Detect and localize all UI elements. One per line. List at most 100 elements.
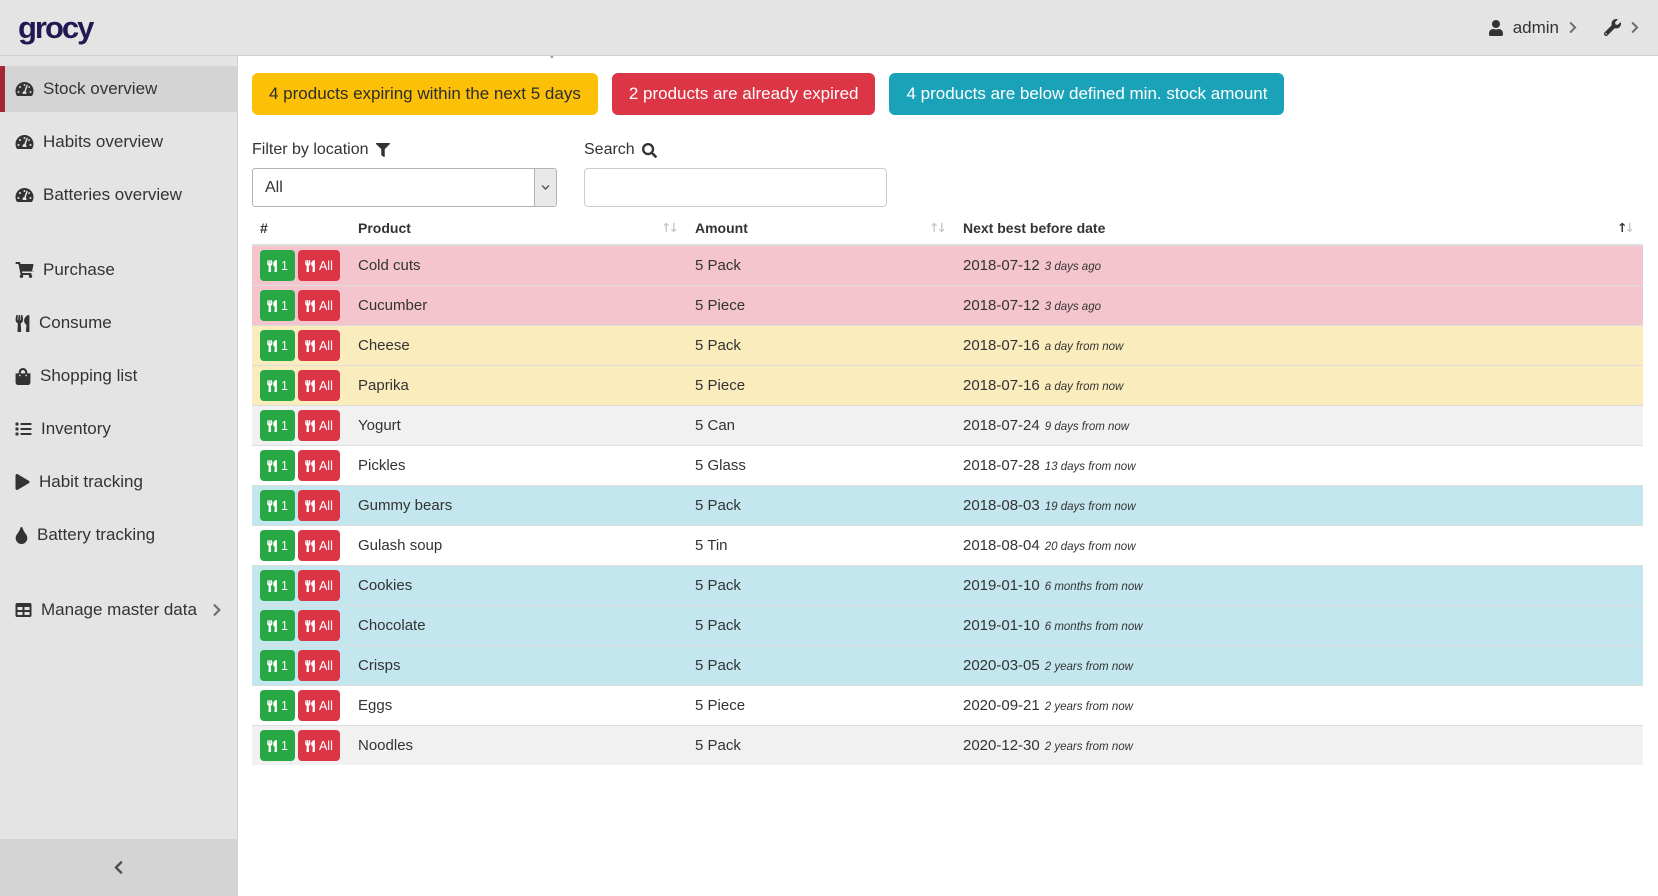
consume-all-button[interactable]: All [297, 410, 340, 442]
consume-one-button[interactable]: 1 [260, 450, 295, 482]
product-cell: Chocolate [350, 605, 687, 646]
sort-icon[interactable]: ↑ ↓ [929, 220, 947, 236]
sidebar-item-purchase[interactable]: Purchase [0, 247, 237, 293]
consume-one-button[interactable]: 1 [260, 250, 295, 282]
consume-all-button[interactable]: All [297, 570, 340, 602]
consume-all-button[interactable]: All [297, 530, 340, 562]
consume-all-button[interactable]: All [297, 650, 340, 682]
amount-cell: 5 Pack [687, 244, 955, 286]
expiring-badge[interactable]: 4 products expiring within the next 5 da… [252, 72, 598, 116]
sidebar-collapse-button[interactable] [0, 839, 237, 896]
consume-one-button[interactable]: 1 [260, 530, 295, 562]
timeago-label: a day from now [1044, 341, 1124, 354]
utensils-icon [305, 740, 315, 752]
utensils-icon [305, 460, 315, 472]
amount-cell: 5 Pack [687, 485, 955, 526]
consume-all-button[interactable]: All [297, 330, 340, 362]
consume-one-button[interactable]: 1 [260, 370, 295, 402]
consume-one-button[interactable]: 1 [260, 730, 295, 762]
product-cell: Cold cuts [350, 244, 687, 286]
user-name: admin [1512, 17, 1559, 37]
table-row: 1 All Gummy bears 5 Pack 2018-08-03 19 day… [252, 485, 1643, 526]
column-header-bbd[interactable]: Next best before date ↑ ↓ [955, 215, 1643, 247]
table-icon [15, 602, 32, 618]
sidebar-item-shopping-list[interactable]: Shopping list [0, 353, 237, 399]
sidebar-item-consume[interactable]: Consume [0, 300, 237, 346]
utensils-icon [305, 420, 315, 432]
bbd-cell: 2018-07-12 3 days ago [955, 285, 1643, 326]
utensils-icon [305, 700, 315, 712]
consume-one-button[interactable]: 1 [260, 690, 295, 722]
consume-one-button[interactable]: 1 [260, 410, 295, 442]
column-header-product[interactable]: Product ↑ ↓ [350, 215, 687, 247]
utensils-icon [267, 740, 277, 752]
top-navbar: grocy admin [0, 0, 1658, 56]
sidebar-item-manage-master-data[interactable]: Manage master data [0, 587, 237, 633]
consume-one-button[interactable]: 1 [260, 330, 295, 362]
sidebar-item-habits-overview[interactable]: Habits overview [0, 119, 237, 165]
product-cell: Crisps [350, 645, 687, 686]
below-min-stock-badge[interactable]: 4 products are below defined min. stock … [889, 72, 1285, 116]
bbd-cell: 2018-07-12 3 days ago [955, 244, 1643, 286]
consume-all-button[interactable]: All [297, 290, 340, 322]
table-row: 1 All Cucumber 5 Piece 2018-07-12 3 days a… [252, 285, 1643, 326]
consume-all-button[interactable]: All [297, 690, 340, 722]
tachometer-icon [15, 81, 34, 97]
utensils-icon [267, 420, 277, 432]
utensils-icon [267, 500, 277, 512]
consume-all-button[interactable]: All [297, 610, 340, 642]
filter-bar: Filter by location All Search [252, 141, 1643, 208]
consume-one-button[interactable]: 1 [260, 490, 295, 522]
shopping-bag-icon [15, 368, 31, 385]
consume-all-button[interactable]: All [297, 490, 340, 522]
table-row: 1 All Gulash soup 5 Tin 2018-08-04 20 days… [252, 525, 1643, 566]
product-cell: Cheese [350, 325, 687, 366]
sidebar-item-habit-tracking[interactable]: Habit tracking [0, 459, 237, 505]
product-cell: Gulash soup [350, 525, 687, 566]
settings-menu[interactable] [1604, 19, 1640, 36]
sort-icon[interactable]: ↑ ↓ [1617, 220, 1635, 236]
consume-all-button[interactable]: All [297, 370, 340, 402]
table-row: 1 All Cookies 5 Pack 2019-01-10 6 months f… [252, 565, 1643, 606]
expired-badge[interactable]: 2 products are already expired [611, 72, 876, 116]
amount-cell: 5 Pack [687, 325, 955, 366]
location-filter: Filter by location All [252, 141, 584, 208]
status-badges: 4 products expiring within the next 5 da… [252, 72, 1643, 116]
utensils-icon [267, 340, 277, 352]
consume-all-button[interactable]: All [297, 250, 340, 282]
main-content: Stock overview13 products with 65 units … [239, 0, 1658, 766]
sidebar-item-inventory[interactable]: Inventory [0, 406, 237, 452]
location-select[interactable]: All [252, 168, 557, 208]
column-header-amount[interactable]: Amount ↑ ↓ [687, 215, 955, 247]
search-input[interactable] [584, 168, 887, 208]
amount-cell: 5 Glass [687, 445, 955, 486]
consume-all-button[interactable]: All [297, 450, 340, 482]
table-row: 1 All Pickles 5 Glass 2018-07-28 13 days f… [252, 445, 1643, 486]
sidebar-item-battery-tracking[interactable]: Battery tracking [0, 512, 237, 558]
consume-one-button[interactable]: 1 [260, 570, 295, 602]
bbd-cell: 2018-07-28 13 days from now [955, 445, 1643, 486]
amount-cell: 5 Pack [687, 605, 955, 646]
timeago-label: 9 days from now [1044, 421, 1130, 434]
app-logo[interactable]: grocy [18, 9, 94, 45]
timeago-label: 6 months from now [1044, 581, 1143, 594]
consume-all-button[interactable]: All [297, 730, 340, 762]
chevron-right-icon [1630, 21, 1640, 34]
consume-one-button[interactable]: 1 [260, 650, 295, 682]
consume-one-button[interactable]: 1 [260, 610, 295, 642]
tint-icon [15, 527, 28, 544]
consume-one-button[interactable]: 1 [260, 290, 295, 322]
user-menu[interactable]: admin [1488, 18, 1578, 38]
utensils-icon [267, 700, 277, 712]
product-cell: Cucumber [350, 285, 687, 326]
table-header-row: # Product ↑ ↓ Amount ↑ ↓ Next best before da… [252, 215, 1643, 247]
bbd-cell: 2018-07-16 a day from now [955, 365, 1643, 406]
table-row: 1 All Chocolate 5 Pack 2019-01-10 6 months… [252, 605, 1643, 646]
timeago-label: 3 days ago [1044, 301, 1101, 314]
sidebar-item-batteries-overview[interactable]: Batteries overview [0, 172, 237, 218]
timeago-label: a day from now [1044, 381, 1124, 394]
amount-cell: 5 Tin [687, 525, 955, 566]
timeago-label: 2 years from now [1044, 701, 1133, 714]
sort-icon[interactable]: ↑ ↓ [661, 220, 679, 236]
sidebar-item-stock-overview[interactable]: Stock overview [0, 66, 237, 112]
